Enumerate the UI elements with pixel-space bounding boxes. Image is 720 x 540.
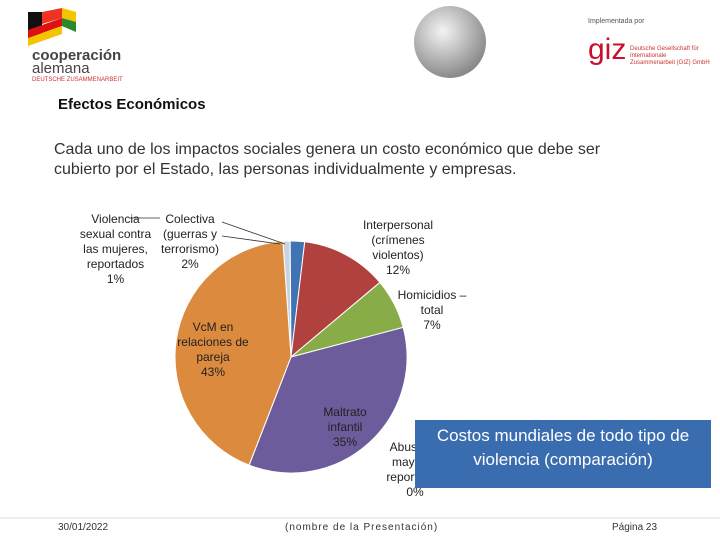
- slice-label: VcM en relaciones de pareja 43%: [168, 320, 258, 380]
- pie-slice: [290, 241, 381, 359]
- logo-subtitle: alemana: [32, 60, 90, 77]
- footer-presentation: (nombre de la Presentación): [285, 522, 439, 533]
- footer-date: 30/01/2022: [58, 522, 109, 533]
- slice-label: Interpersonal (crímenes violentos) 12%: [353, 218, 443, 278]
- giz-name: Deutsche Gesellschaft für Internationale…: [630, 46, 710, 66]
- slice-value: 2%: [181, 257, 199, 271]
- slice-value: 43%: [200, 365, 226, 379]
- slice-name: VcM en relaciones de pareja: [177, 320, 249, 364]
- footer-page: Página 23: [612, 522, 658, 533]
- leader-line: [221, 221, 286, 245]
- slice-label: Violencia sexual contra las mujeres, rep…: [73, 212, 158, 287]
- slice-value: 12%: [385, 263, 411, 277]
- slice-label: Homicidios – total 7%: [387, 288, 477, 333]
- slice-value: 35%: [332, 435, 358, 449]
- slice-name: Homicidios – total: [397, 288, 467, 317]
- logo-caption: DEUTSCHE ZUSAMMENARBEIT: [32, 77, 123, 83]
- callout: Costos mundiales de todo tipo de violenc…: [415, 420, 711, 488]
- slice-name: Interpersonal (crímenes violentos): [362, 218, 434, 262]
- slice-name: Maltrato infantil: [323, 405, 367, 434]
- flag-stripe: [42, 8, 62, 24]
- leader-line: [221, 235, 281, 245]
- flag-stripe: [28, 18, 62, 38]
- slice-label: Colectiva (guerras y terrorismo) 2%: [150, 212, 230, 272]
- giz-logo: giz: [588, 33, 627, 66]
- implemented-by: Implementada por: [588, 18, 645, 25]
- slice-name: Colectiva (guerras y terrorismo): [160, 212, 219, 256]
- slice-label: Maltrato infantil 35%: [315, 405, 375, 450]
- pie: [174, 240, 408, 474]
- slide-title: Efectos Económicos: [58, 96, 206, 113]
- slice-value: 0%: [406, 485, 424, 499]
- slice-value: 1%: [106, 272, 125, 286]
- flag-stripe: [28, 26, 62, 46]
- body-text: Cada uno de los impactos sociales genera…: [54, 141, 601, 178]
- flag-stripe: [62, 8, 76, 22]
- flag-stripe: [62, 18, 76, 32]
- globe: [414, 6, 486, 78]
- logo-title: cooperación: [32, 47, 122, 64]
- pie-slice: [174, 240, 292, 466]
- slice-name: Violencia sexual contra las mujeres, rep…: [79, 212, 152, 271]
- slice-value: 7%: [423, 318, 441, 332]
